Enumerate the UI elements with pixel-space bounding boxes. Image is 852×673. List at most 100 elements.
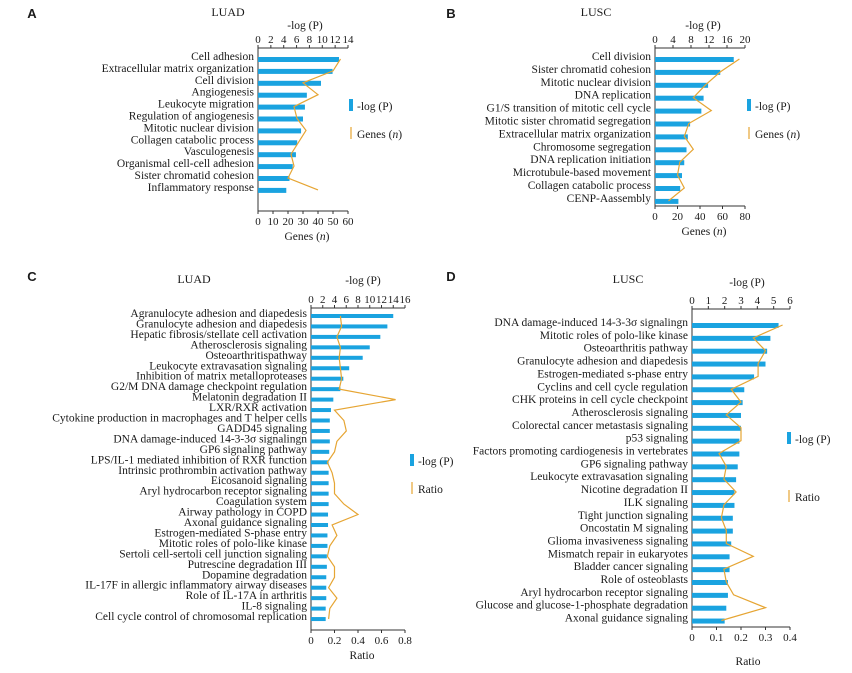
category-label: Atherosclerosis signaling bbox=[571, 407, 688, 419]
bar bbox=[655, 198, 679, 204]
legend-bar-swatch bbox=[410, 454, 414, 466]
bar bbox=[692, 400, 743, 406]
bar bbox=[311, 606, 326, 611]
top-tick-label: 3 bbox=[738, 295, 744, 307]
bar bbox=[258, 164, 293, 170]
bar bbox=[655, 82, 709, 88]
bar bbox=[692, 618, 725, 624]
bar bbox=[311, 533, 328, 538]
bar bbox=[258, 187, 287, 193]
top-tick-label: 6 bbox=[294, 34, 300, 46]
bottom-axis-label: Ratio bbox=[350, 650, 375, 662]
bar bbox=[311, 376, 344, 381]
category-label: Glucose and glucose-1-phosphate degradat… bbox=[476, 600, 689, 612]
category-label: LPS/IL-1 mediated inhibition of RXR func… bbox=[91, 454, 307, 466]
bar bbox=[311, 617, 326, 622]
category-label: ILK signaling bbox=[624, 497, 688, 509]
bottom-tick-label: 0.3 bbox=[759, 632, 773, 644]
category-label: Mitotic nuclear division bbox=[143, 122, 254, 134]
legend-bar-swatch bbox=[349, 99, 353, 111]
bottom-tick-label: 60 bbox=[717, 211, 729, 223]
category-label: Eicosanoid signaling bbox=[211, 475, 307, 487]
top-tick-label: 0 bbox=[652, 34, 658, 46]
top-tick-label: 14 bbox=[343, 34, 355, 46]
chart-title: LUAD bbox=[177, 272, 211, 286]
bar bbox=[311, 523, 329, 527]
bar bbox=[311, 554, 327, 559]
category-label: Cell division bbox=[195, 75, 254, 87]
top-tick-label: 16 bbox=[400, 294, 412, 306]
bottom-tick-label: 0.4 bbox=[351, 635, 365, 647]
legend-line-label-close: ) bbox=[398, 129, 402, 141]
top-axis-label: -log (P) bbox=[685, 20, 721, 32]
bar bbox=[655, 173, 682, 179]
category-label: GP6 signaling pathway bbox=[581, 458, 689, 470]
bottom-tick-label: 0 bbox=[255, 216, 261, 228]
bar bbox=[311, 596, 327, 601]
bar bbox=[311, 585, 327, 590]
category-label: Intrinsic prothrombin activation pathway bbox=[118, 465, 307, 477]
bottom-tick-label: 0 bbox=[652, 211, 658, 223]
category-label: Microtubule-based movement bbox=[513, 167, 652, 179]
bar bbox=[692, 515, 733, 521]
bar bbox=[655, 134, 688, 140]
bar bbox=[692, 412, 741, 418]
bar bbox=[311, 366, 350, 371]
bar bbox=[692, 361, 766, 367]
category-label: DNA damage-induced 14-3-3σ signalingn bbox=[113, 433, 307, 445]
bottom-tick-label: 40 bbox=[313, 216, 325, 228]
panel-letter: D bbox=[446, 269, 455, 284]
bar bbox=[311, 470, 329, 475]
category-label: Granulocyte adhesion and diapedesis bbox=[517, 356, 688, 368]
category-label: LXR/RXR activation bbox=[209, 402, 307, 414]
top-tick-label: 1 bbox=[706, 295, 712, 307]
category-label: CENP-Aassembly bbox=[567, 193, 652, 205]
top-tick-label: 2 bbox=[268, 34, 274, 46]
bottom-axis-label: Genes (n) bbox=[284, 231, 329, 243]
bottom-axis-label-text: Genes ( bbox=[681, 226, 717, 238]
category-label: Estrogen-mediated S-phase entry bbox=[154, 527, 307, 539]
bar bbox=[311, 502, 329, 507]
category-label: Regulation of angiogenesis bbox=[129, 111, 255, 123]
chart-title: LUAD bbox=[211, 5, 245, 19]
bar bbox=[258, 57, 339, 62]
category-label: Collagen catabolic process bbox=[131, 134, 255, 146]
category-label: DNA damage-induced 14-3-3σ signalingn bbox=[494, 317, 688, 329]
bar bbox=[311, 408, 331, 413]
panel-letter: B bbox=[446, 6, 455, 21]
bar bbox=[655, 57, 734, 62]
bar bbox=[692, 528, 733, 534]
top-tick-label: 6 bbox=[787, 295, 793, 307]
category-label: p53 signaling bbox=[626, 433, 689, 445]
bar bbox=[258, 176, 290, 181]
legend-line-label-n: n bbox=[392, 129, 398, 141]
bar bbox=[311, 334, 381, 339]
category-label: G1/S transition of mitotic cell cycle bbox=[487, 103, 651, 115]
legend-bar-swatch bbox=[747, 99, 751, 111]
category-label: Leukocyte migration bbox=[158, 99, 254, 111]
category-label: Hepatic fibrosis/stellate cell activatio… bbox=[130, 329, 307, 341]
bar bbox=[311, 324, 388, 329]
bar bbox=[311, 564, 327, 569]
bar bbox=[692, 502, 735, 508]
ratio-line bbox=[718, 324, 783, 622]
bar bbox=[692, 567, 730, 573]
bar bbox=[258, 152, 296, 158]
bottom-tick-label: 0.6 bbox=[375, 635, 389, 647]
legend-line-label-close: ) bbox=[796, 129, 800, 141]
legend-bar-label: -log (P) bbox=[357, 101, 393, 113]
legend-line-label: Genes (n) bbox=[357, 129, 402, 141]
category-label: Axonal guidance signaling bbox=[565, 613, 689, 625]
legend-bar-label: -log (P) bbox=[418, 456, 454, 468]
top-axis-label: -log (P) bbox=[345, 275, 381, 287]
legend-line-label: Ratio bbox=[418, 484, 443, 496]
bar bbox=[311, 491, 329, 496]
category-label: Inhibition of matrix metalloproteases bbox=[136, 371, 307, 383]
top-tick-label: 10 bbox=[364, 294, 376, 306]
category-label: Atherosclerosis signaling bbox=[190, 339, 307, 351]
bar bbox=[311, 460, 329, 465]
category-label: Cytokine production in macrophages and T… bbox=[52, 413, 307, 425]
category-label: Granulocyte adhesion and diapedesis bbox=[136, 318, 307, 330]
top-tick-label: 8 bbox=[688, 34, 694, 46]
category-label: Extracellular matrix organization bbox=[102, 63, 255, 75]
